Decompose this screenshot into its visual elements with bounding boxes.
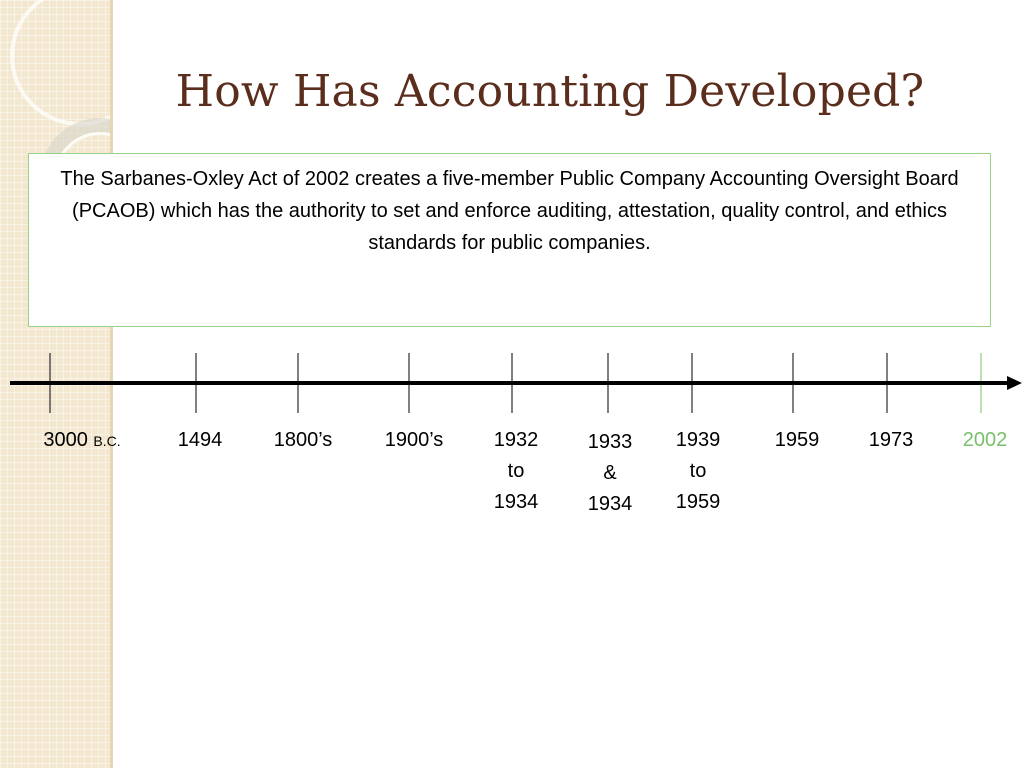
timeline-label-1900s: 1900’s: [384, 429, 444, 451]
timeline-label-1932-1934: 1932 to 1934: [494, 425, 539, 518]
label-era-suffix: B.C.: [93, 433, 121, 449]
timeline-label-2002: 2002: [962, 429, 1008, 451]
timeline-arrowhead: [1007, 376, 1022, 390]
timeline-label-3000bc: 3000 B.C.: [43, 425, 120, 457]
timeline-label-1800s: 1800’s: [273, 429, 333, 451]
label-line: to: [507, 460, 525, 482]
label-line: 1933: [587, 431, 633, 453]
timeline-label-1494: 1494: [177, 429, 223, 451]
label-line: 1932: [493, 429, 539, 451]
label-year: 3000: [43, 429, 88, 451]
timeline-label-1933-1934: 1933 & 1934: [588, 427, 633, 520]
timeline-label-1959: 1959: [774, 429, 820, 451]
label-line: 1939: [675, 429, 721, 451]
label-line: to: [689, 460, 707, 482]
label-line: 1934: [493, 491, 539, 513]
timeline-label-1939-1959: 1939 to 1959: [676, 425, 721, 518]
label-line: 1959: [675, 491, 721, 513]
label-line: &: [603, 462, 617, 484]
label-line: 1934: [587, 493, 633, 515]
timeline-label-1973: 1973: [868, 429, 914, 451]
description-box: The Sarbanes-Oxley Act of 2002 creates a…: [28, 153, 991, 327]
slide-title: How Has Accounting Developed?: [175, 66, 925, 117]
